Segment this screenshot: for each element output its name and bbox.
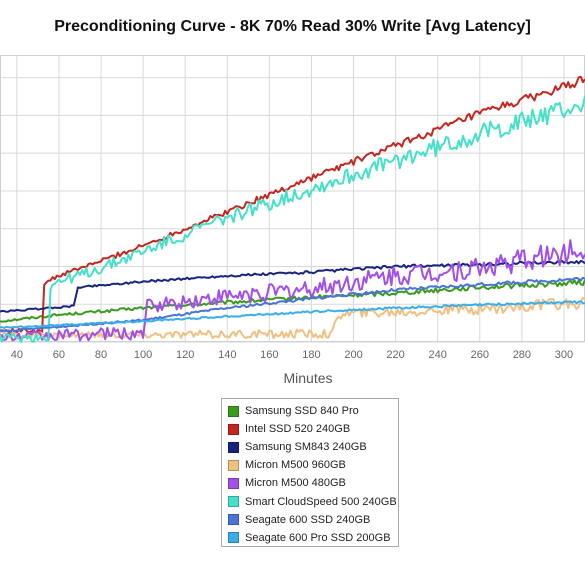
series-line-8 — [0, 300, 585, 329]
legend-swatch — [228, 514, 239, 526]
x-tick-labels: 40 60 80 100 120 140 160 180 200 220 240 260 280 300 — [11, 349, 573, 361]
legend-swatch — [228, 459, 239, 471]
x-tick-label: 100 — [134, 349, 152, 361]
x-tick-label: 140 — [218, 349, 236, 361]
legend-label: Samsung SSD 840 Pro — [245, 405, 359, 418]
x-tick-label: 180 — [302, 349, 320, 361]
x-tick-label: 280 — [513, 349, 531, 361]
legend-swatch — [228, 441, 239, 453]
x-tick-label: 220 — [386, 349, 404, 361]
legend-label: Seagate 600 Pro SSD 200GB — [245, 531, 391, 544]
legend-item: Seagate 600 Pro SSD 200GB — [228, 529, 398, 547]
legend-item: Seagate 600 SSD 240GB — [228, 511, 398, 529]
legend-swatch — [228, 423, 239, 435]
legend-label: Smart CloudSpeed 500 240GB — [245, 495, 397, 508]
legend-label: Micron M500 960GB — [245, 459, 346, 472]
legend: Samsung SSD 840 Pro Intel SSD 520 240GB Sa… — [221, 398, 399, 547]
legend-item: Micron M500 960GB — [228, 456, 398, 474]
x-axis-title: Minutes — [283, 370, 332, 386]
legend-label: Samsung SM843 240GB — [245, 441, 367, 454]
legend-item: Intel SSD 520 240GB — [228, 420, 398, 438]
legend-label: Intel SSD 520 240GB — [245, 423, 351, 436]
legend-swatch — [228, 532, 239, 544]
series-line-7 — [0, 276, 585, 333]
legend-label: Seagate 600 SSD 240GB — [245, 513, 371, 526]
x-tick-label: 300 — [555, 349, 573, 361]
legend-swatch — [228, 496, 239, 508]
legend-item: Smart CloudSpeed 500 240GB — [228, 492, 398, 510]
legend-item: Samsung SSD 840 Pro — [228, 402, 398, 420]
x-tick-label: 120 — [176, 349, 194, 361]
x-tick-label: 200 — [344, 349, 362, 361]
legend-item: Samsung SM843 240GB — [228, 438, 398, 456]
x-tick-label: 260 — [471, 349, 489, 361]
series-line-3 — [0, 259, 585, 313]
x-tick-label: 240 — [429, 349, 447, 361]
legend-swatch — [228, 477, 239, 489]
series-line-2 — [0, 75, 585, 334]
legend-item: Micron M500 480GB — [228, 474, 398, 492]
series-line-5 — [0, 239, 585, 343]
chart-title: Preconditioning Curve - 8K 70% Read 30% … — [54, 18, 531, 35]
x-tick-label: 160 — [260, 349, 278, 361]
legend-label: Micron M500 480GB — [245, 477, 346, 490]
series-line-6 — [0, 95, 585, 343]
x-tick-label: 60 — [53, 349, 65, 361]
x-tick-label: 40 — [11, 349, 23, 361]
x-tick-label: 80 — [95, 349, 107, 361]
series-layer — [0, 75, 585, 343]
legend-swatch — [228, 405, 239, 417]
series-line-1 — [0, 279, 585, 323]
